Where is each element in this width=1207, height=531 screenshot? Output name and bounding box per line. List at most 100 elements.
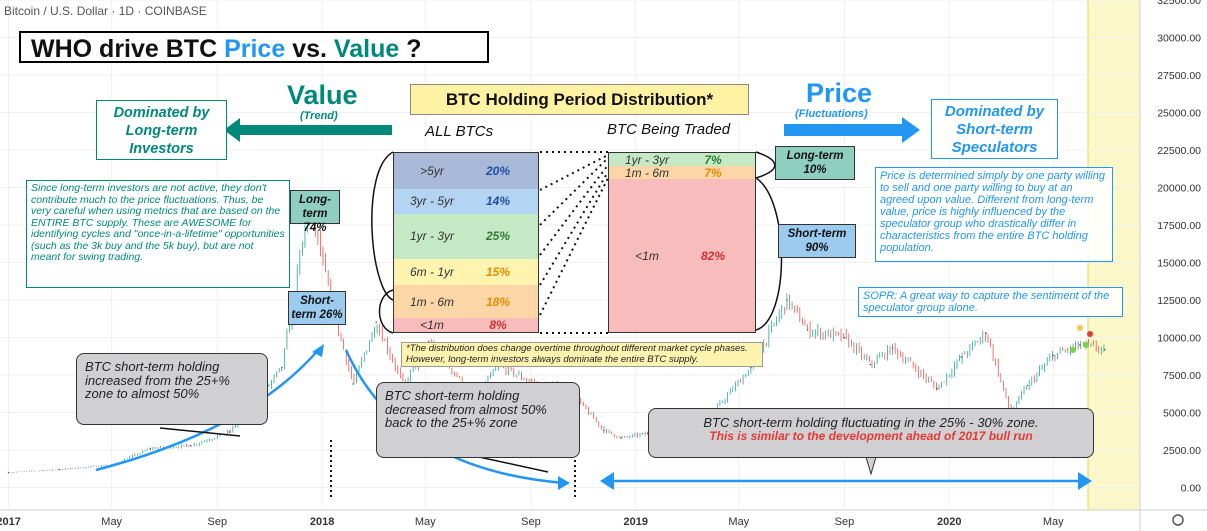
price-point (960, 356, 963, 358)
price-heading: Price (806, 78, 873, 108)
distribution-row: <1m 8% (394, 317, 538, 332)
y-tick-label: 17500.00 (1157, 220, 1201, 232)
brace-right-bottom (755, 177, 783, 331)
sopr-dot (1083, 342, 1089, 348)
x-tick-label: Sep (208, 516, 228, 528)
y-tick-label: 27500.00 (1157, 70, 1201, 82)
distribution-row-pct: 14% (485, 194, 511, 209)
price-point (936, 387, 939, 390)
price-point (603, 429, 605, 432)
value-subheading: (Trend) (300, 110, 338, 122)
distribution-row-label: 3yr - 5yr (409, 194, 454, 209)
x-tick-label: 2017 (0, 516, 21, 528)
price-point (750, 366, 752, 369)
price-point (891, 347, 894, 349)
fall-arrowhead (558, 476, 570, 490)
x-tick-label: May (1043, 516, 1064, 528)
price-arrow (784, 117, 920, 143)
annotation-lines (95, 117, 1093, 497)
distribution-row: 1yr - 3yr 25% (394, 213, 538, 259)
distribution-row: 6m - 1yr 15% (394, 258, 538, 286)
price-point (375, 321, 378, 324)
y-tick-label: 10000.00 (1157, 333, 1201, 345)
distribution-row-pct: 20% (485, 163, 511, 178)
x-tick-label: 2019 (623, 516, 647, 528)
price-point (869, 363, 872, 366)
long-term-traded-label: Long-term 10% (775, 146, 855, 180)
price-point (352, 383, 354, 385)
price-point (1103, 348, 1106, 351)
callout3-pointer (865, 456, 877, 476)
distribution-row-label: 1m - 6m (624, 165, 669, 180)
distribution-row-label: 6m - 1yr (409, 265, 454, 280)
callout-rise: BTC short-term holding increased from th… (76, 353, 268, 425)
mapping-dots (539, 151, 609, 334)
x-tick-label: Sep (521, 516, 541, 528)
distribution-row-pct: 7% (704, 152, 722, 167)
y-tick-label: 20000.00 (1157, 183, 1201, 195)
x-tick-label: May (415, 516, 436, 528)
price-point (58, 468, 61, 471)
title-part: ? (406, 35, 422, 63)
price-point (786, 299, 788, 301)
price-point (620, 437, 622, 439)
price-point (228, 431, 231, 433)
price-point (280, 366, 283, 369)
distribution-row: 1m - 6m 18% (394, 285, 538, 318)
x-tick-label: Sep (835, 516, 855, 528)
price-point (149, 447, 152, 450)
all-btcs-distribution: >5yr 20% 3yr - 5yr 14% 1yr - 3yr 25% 6m - 1yr 1… (393, 152, 539, 333)
price-point (985, 332, 988, 334)
distribution-title: BTC Holding Period Distribution* (410, 84, 749, 115)
callout-range-line2: This is similar to the development ahead… (709, 428, 1033, 443)
price-note: Price is determined simply by one party … (875, 167, 1113, 262)
range-arrowhead-left (600, 472, 614, 490)
price-box: Dominated by Short-term Speculators (931, 99, 1058, 159)
distribution-row-label: 1m - 6m (409, 294, 454, 309)
short-term-traded-label: Short-term 90% (778, 224, 856, 258)
price-subheading: (Fluctuations) (795, 108, 868, 120)
all-btcs-label: ALL BTCs (425, 123, 494, 140)
distribution-row-label: 1yr - 3yr (624, 152, 669, 167)
traded-btcs-label: BTC Being Traded (607, 121, 731, 138)
value-box: Dominated by Long-term Investors (96, 100, 227, 160)
long-term-note: Since long-term investors are not active… (26, 180, 290, 288)
price-point (843, 336, 846, 339)
symbol-header: Bitcoin / U.S. Dollar · 1D · COINBASE (4, 4, 207, 18)
title-part: Price (224, 35, 286, 63)
traded-btcs-distribution: 1yr - 3yr 7% 1m - 6m 7% <1m 82% (608, 152, 756, 333)
value-arrow (224, 118, 392, 142)
title-part: WHO drive BTC (31, 35, 218, 63)
rise-arrowhead (312, 344, 324, 357)
callout-range: BTC short-term holding fluctuating in th… (648, 408, 1094, 458)
title-part: Value (333, 35, 400, 63)
callout1-pointer (159, 427, 241, 437)
sopr-dot (1087, 331, 1093, 337)
callout-range-line1: BTC short-term holding fluctuating in th… (703, 415, 1039, 430)
distribution-row-pct: 7% (704, 165, 722, 180)
sopr-note: SOPR: A great way to capture the sentime… (858, 287, 1123, 317)
sopr-dot (1077, 325, 1083, 331)
price-point (7, 471, 10, 474)
brace-left-top (371, 151, 394, 301)
title-part: vs. (292, 35, 327, 63)
y-tick-label: 22500.00 (1157, 145, 1201, 157)
y-tick-label: 12500.00 (1157, 295, 1201, 307)
distribution-row: >5yr 20% (394, 153, 538, 189)
distribution-row: 1yr - 3yr 7% (609, 152, 755, 167)
price-point (189, 444, 192, 447)
value-heading: Value (287, 80, 358, 110)
distribution-footnote: *The distribution does change overtime t… (401, 342, 763, 367)
y-tick-label: 15000.00 (1157, 258, 1201, 270)
distribution-row-pct: 82% (700, 248, 726, 263)
gear-icon[interactable] (1172, 514, 1184, 526)
distribution-row-pct: 8% (489, 317, 507, 332)
y-tick-label: 2500.00 (1163, 445, 1201, 457)
x-tick-label: May (728, 516, 749, 528)
price-point (1052, 354, 1055, 357)
distribution-row: <1m 82% (609, 179, 755, 332)
distribution-row-label: <1m (420, 317, 444, 332)
distribution-row-pct: 18% (485, 294, 511, 309)
distribution-row-pct: 25% (485, 229, 511, 244)
